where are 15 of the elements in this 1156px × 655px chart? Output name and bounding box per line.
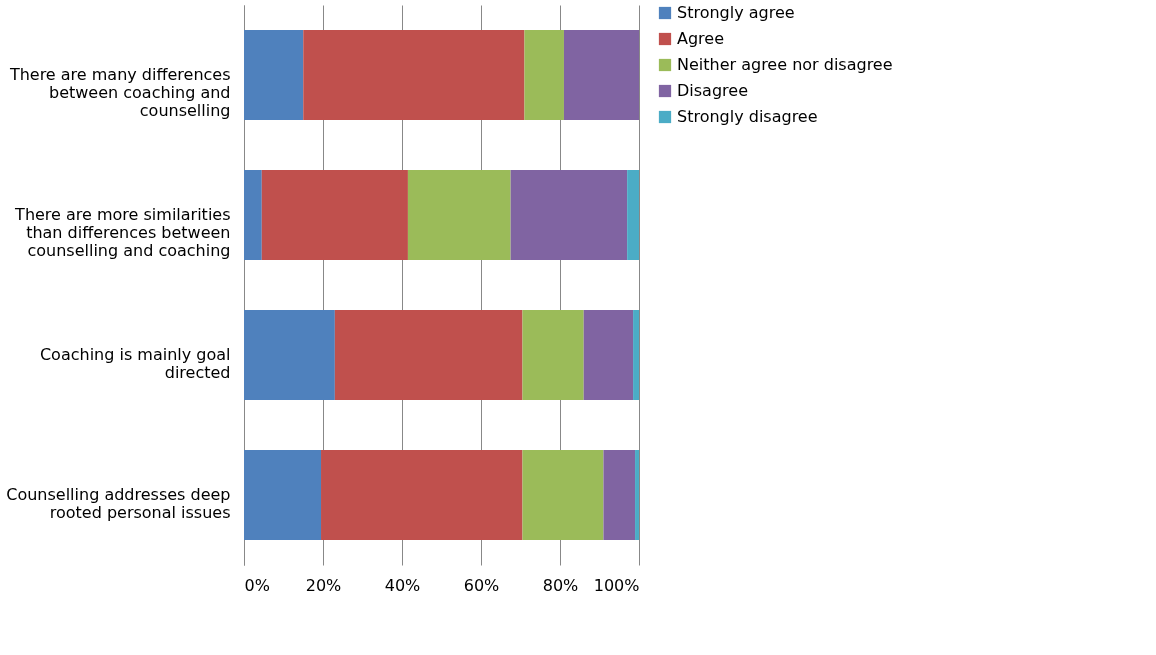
- x-tick-label: 0%: [244, 575, 270, 595]
- x-tick-label: 100%: [593, 575, 640, 595]
- y-tick-label: Counselling addresses deep rooted personal issues: [6, 485, 231, 522]
- y-tick-label: There are many differences between coaching and counselling: [8, 65, 231, 120]
- legend-label: Disagree: [677, 81, 748, 100]
- legend-label: Strongly agree: [677, 3, 795, 22]
- legend-label: Agree: [677, 29, 725, 48]
- y-tick-label: Coaching is mainly goal directed: [39, 345, 231, 382]
- x-tick-label: 40%: [384, 575, 421, 595]
- y-tick-label: There are more similarities than differences between counselling and coaching: [14, 205, 231, 260]
- x-tick-label: 20%: [305, 575, 342, 595]
- legend-label: Neither agree nor disagree: [677, 55, 893, 74]
- legend-label: Strongly disagree: [677, 107, 818, 126]
- x-tick-label: 60%: [463, 575, 500, 595]
- x-tick-label: 80%: [542, 575, 579, 595]
